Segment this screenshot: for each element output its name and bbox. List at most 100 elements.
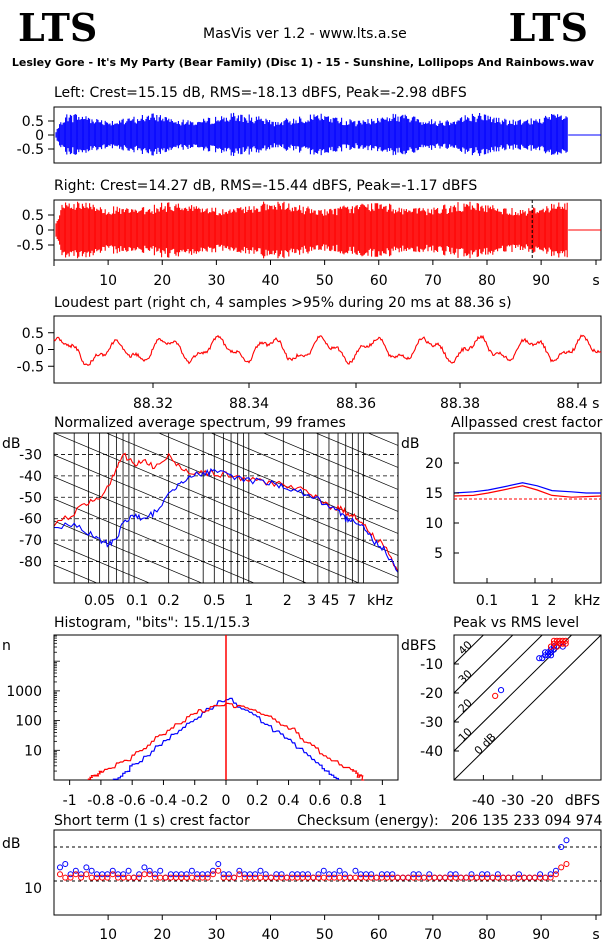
short-crest-point-0 (109, 867, 116, 874)
short-crest-point-1 (563, 861, 570, 867)
left-ytick-label: -0.5 (17, 142, 44, 158)
short-crest-point-1 (299, 874, 306, 881)
peak-rms-diagonal-label: 40 (456, 638, 475, 657)
spectrum-xtick-label: 4 (321, 593, 330, 609)
short-crest-point-0 (72, 867, 79, 874)
spectrum-xtick-label: 7 (347, 593, 356, 609)
short-crest-point-1 (93, 874, 100, 881)
short-crest-point-1 (72, 871, 79, 878)
short-crest-point-0 (468, 871, 475, 878)
peak-rms-point-0 (497, 687, 505, 694)
short-crest-point-1 (415, 874, 422, 881)
loudest-xtick-label: 88.36 (336, 396, 376, 412)
short-crest-point-0 (341, 871, 348, 878)
short-crest-point-1 (447, 874, 454, 881)
loudest-ytick-label: 0.5 (22, 326, 44, 342)
short-crest-point-1 (362, 874, 369, 881)
spectrum-slope-line (54, 476, 308, 583)
loudest-xtick-label: 88.34 (229, 396, 269, 412)
short-crest-point-1 (341, 874, 348, 881)
short-crest-point-1 (373, 874, 380, 881)
short-crest-point-1 (315, 874, 322, 881)
histogram-xtick-label: 1 (378, 793, 387, 809)
short-crest-point-1 (484, 874, 491, 881)
histogram-xtick-label: -0.2 (181, 793, 208, 809)
short-crest-point-0 (558, 844, 565, 850)
short-crest-point-1 (494, 874, 501, 881)
histogram-xtick-label: -0.4 (150, 793, 177, 809)
short-crest-point-1 (231, 874, 238, 881)
peak-rms-diagonal-label: 20 (456, 696, 475, 715)
peak-rms-ytick-label: -20 (420, 686, 443, 702)
loudest-part-title: Loudest part (right ch, 4 samples >95% d… (54, 295, 512, 311)
peak-rms-point-1 (547, 643, 555, 650)
short-crest-xtick-label: 70 (424, 927, 442, 943)
short-crest-point-1 (542, 874, 549, 881)
time-axis-tick-label: s (592, 273, 599, 289)
short-crest-point-1 (130, 874, 137, 881)
spectrum-ytick-label: -70 (19, 533, 42, 549)
short-crest-point-1 (526, 874, 533, 881)
short-crest-point-1 (141, 871, 148, 878)
peak-rms-xtick-label: -30 (501, 793, 524, 809)
spectrum-ytick-label: -80 (19, 555, 42, 571)
histogram-xtick-label: 0.4 (277, 793, 299, 809)
spectrum-slope-line (54, 454, 360, 583)
spectrum-slope-line (315, 433, 398, 468)
short-crest-point-1 (479, 874, 486, 881)
spectrum-ytick-label: -60 (19, 512, 42, 528)
short-crest-point-0 (415, 871, 422, 878)
short-crest-point-1 (104, 874, 111, 881)
checksum-label: Checksum (energy): (297, 813, 439, 829)
peak-rms-point-0 (550, 643, 558, 650)
spectrum-slope-line (54, 433, 398, 578)
short-crest-point-1 (436, 874, 443, 881)
time-axis-tick-label: 20 (153, 273, 171, 289)
spectrum-xtick-label: 0.5 (203, 593, 225, 609)
short-crest-point-0 (552, 867, 559, 874)
crest-ytick-label: 5 (434, 546, 443, 562)
peak-rms-point-1 (553, 643, 561, 650)
crest-ytick-label: 20 (425, 456, 443, 472)
short-crest-point-1 (162, 874, 169, 881)
short-crest-point-1 (136, 874, 143, 881)
short-crest-point-0 (484, 871, 491, 878)
histogram-series-0 (112, 697, 340, 781)
short-crest-point-1 (262, 874, 269, 881)
peak-rms-ylabel: dBFS (401, 638, 436, 654)
short-crest-ylabel: dB (2, 836, 21, 852)
short-crest-point-1 (394, 874, 401, 881)
spectrum-xlabel: kHz (367, 593, 393, 609)
short-crest-point-1 (188, 874, 195, 881)
short-crest-point-0 (141, 864, 148, 871)
short-crest-point-1 (468, 874, 475, 881)
crest-ytick-label: 10 (425, 516, 443, 532)
short-crest-point-1 (278, 874, 285, 881)
histogram-ylabel: n (2, 638, 11, 654)
short-crest-point-1 (347, 874, 354, 881)
crest-series-0 (453, 482, 601, 494)
short-crest-point-1 (209, 871, 216, 878)
short-crest-point-0 (257, 867, 264, 874)
short-crest-point-1 (194, 874, 201, 881)
short-crest-xtick-label: 90 (532, 927, 550, 943)
spectrum-title: Normalized average spectrum, 99 frames (54, 415, 346, 431)
peak-rms-point-1 (550, 637, 558, 644)
peak-rms-xlabel: dBFS (565, 793, 600, 809)
short-crest-point-1 (257, 874, 264, 881)
left-ytick-label: 0 (35, 128, 44, 144)
short-crest-point-1 (452, 874, 459, 881)
short-crest-point-1 (357, 874, 364, 881)
histogram-ytick-label: 1000 (6, 684, 42, 700)
spectrum-slope-line (262, 433, 398, 490)
short-crest-xtick-label: 40 (262, 927, 280, 943)
checksum-value: 206 135 233 094 974 (451, 813, 603, 829)
short-crest-point-1 (199, 874, 206, 881)
spectrum-slope-line (54, 498, 255, 583)
short-crest-point-1 (431, 874, 438, 881)
peak-rms-ytick-label: -40 (420, 744, 443, 760)
short-crest-point-1 (336, 874, 343, 881)
short-crest-point-0 (125, 867, 132, 874)
loudest-xtick-label: 88.4 s (557, 396, 600, 412)
